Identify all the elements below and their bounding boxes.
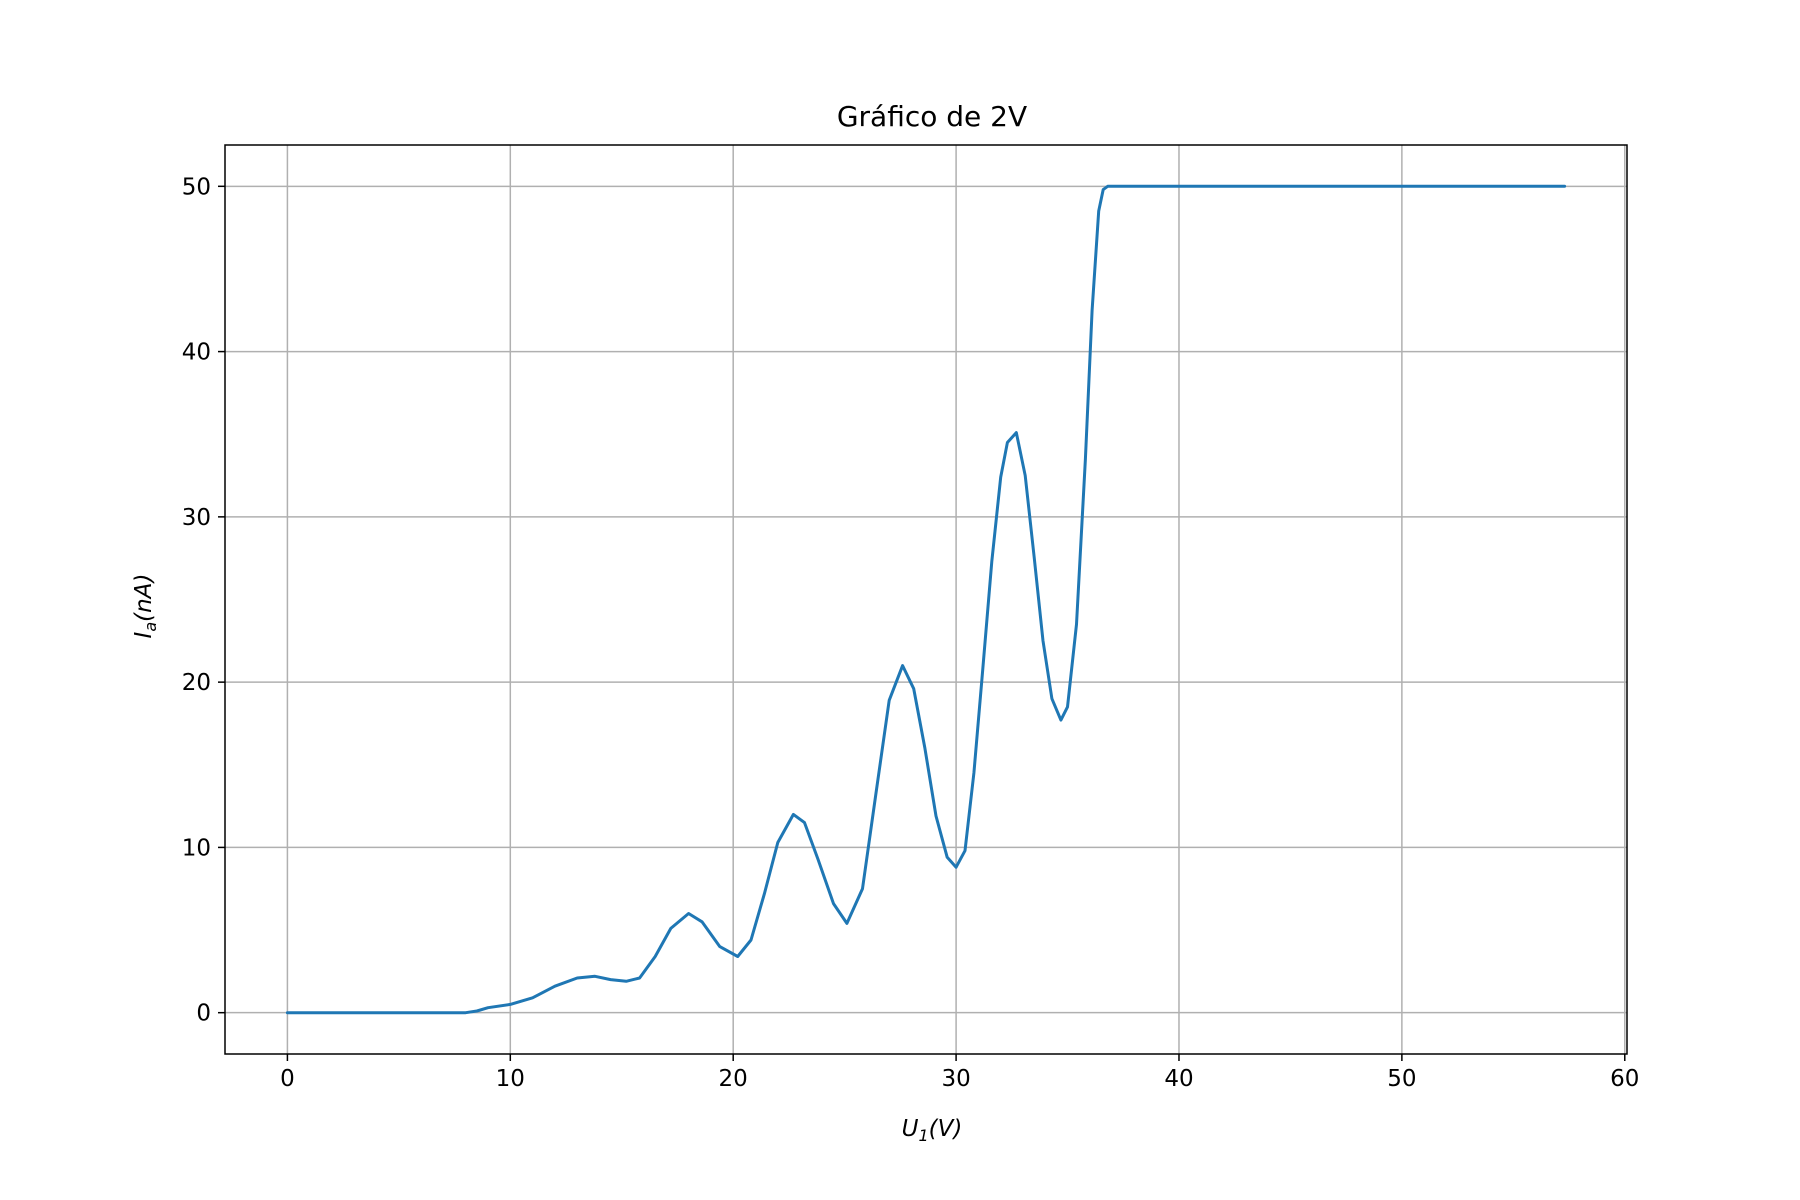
y-tick-label: 10 <box>182 835 211 861</box>
plot-series <box>285 184 1567 1015</box>
x-tick-label: 20 <box>719 1066 748 1092</box>
y-axis-label-var: I <box>131 631 157 638</box>
x-tick-label: 0 <box>280 1066 295 1092</box>
x-axis-ticks: 0 10 20 30 40 50 60 <box>280 1054 1639 1092</box>
y-axis-label-sub: a <box>141 622 160 632</box>
x-tick-label: 60 <box>1610 1066 1639 1092</box>
y-tick-label: 50 <box>182 174 211 200</box>
x-tick-label: 40 <box>1164 1066 1193 1092</box>
x-axis-label-sub: 1 <box>918 1126 928 1145</box>
y-tick-label: 20 <box>182 670 211 696</box>
plot-area-frame <box>224 144 1628 1055</box>
y-tick-label: 30 <box>182 505 211 531</box>
x-axis-label-unit: (V) <box>929 1116 963 1142</box>
y-tick-label: 40 <box>182 340 211 366</box>
series-line <box>285 184 1567 1015</box>
y-axis-ticks: 0 10 20 30 40 50 <box>182 174 225 1027</box>
x-tick-label: 10 <box>496 1066 525 1092</box>
x-tick-label: 30 <box>941 1066 970 1092</box>
x-axis-label: U1(V) <box>902 1116 963 1145</box>
y-axis-label-unit: (nA) <box>131 574 157 622</box>
y-axis-label: Ia(nA) <box>131 574 160 639</box>
chart-title: Gráfico de 2V <box>837 100 1027 133</box>
y-tick-label: 0 <box>196 1001 211 1027</box>
x-axis-label-var: U <box>902 1116 919 1142</box>
x-tick-label: 50 <box>1387 1066 1416 1092</box>
